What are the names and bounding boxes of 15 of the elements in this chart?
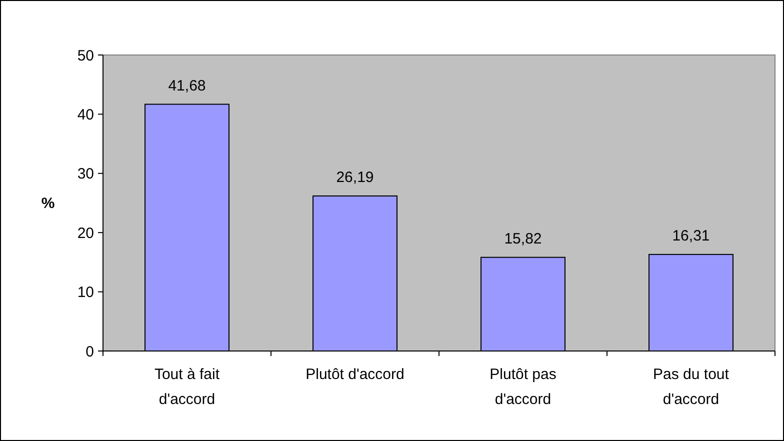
x-tick-label: Plutôt pas d'accord	[490, 366, 556, 408]
y-axis-title: %	[41, 195, 55, 212]
y-tick-label: 10	[77, 284, 94, 302]
x-tick-label: Pas du tout d'accord	[653, 366, 730, 408]
x-tick-label: Plutôt d'accord	[306, 366, 404, 383]
y-tick-label: 30	[77, 166, 94, 183]
y-tick-label: 50	[77, 47, 94, 64]
data-label: 15,82	[504, 230, 542, 248]
y-tick-label: 0	[86, 343, 94, 360]
data-label: 26,19	[336, 168, 374, 186]
data-label: 16,31	[672, 227, 710, 244]
data-label: 41,68	[168, 77, 206, 94]
y-tick-label: 40	[77, 106, 94, 124]
y-tick-label: 20	[77, 224, 94, 242]
x-tick-label: Tout à fait d'accord	[154, 366, 220, 408]
